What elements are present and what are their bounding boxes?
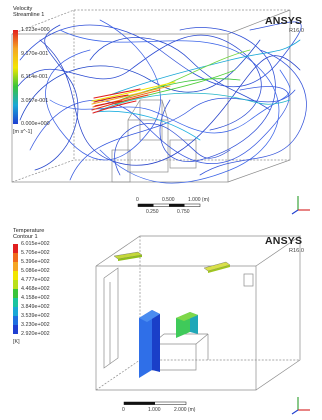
ansys-logo: ANSYS	[265, 15, 303, 27]
legend-variable: Velocity	[13, 6, 33, 12]
scale-label: 1.000 (m)	[188, 197, 210, 203]
scale-label: 2.000 (m)	[174, 407, 196, 413]
legend-tick: 3.539e+002	[21, 313, 50, 319]
heat-source-cube	[176, 312, 198, 338]
temperature-colorbar	[13, 244, 18, 334]
legend-tick: 0.000e+000	[21, 121, 50, 127]
legend-tick: 3.230e+002	[21, 322, 50, 328]
legend-tick: 4.468e+002	[21, 286, 50, 292]
legend-title: Temperature Contour 1	[13, 228, 44, 241]
legend-unit: [K]	[13, 339, 20, 345]
ansys-logo: ANSYS	[265, 235, 303, 247]
contour-scene	[95, 235, 310, 415]
scale-label: 0.500	[162, 197, 175, 203]
scale-label: 0	[122, 407, 125, 413]
legend-tick: 3.849e+002	[21, 304, 50, 310]
legend-unit: [m s^-1]	[13, 129, 33, 135]
legend-tick: 1.223e+000	[21, 27, 50, 33]
streamlines-slow	[14, 19, 307, 184]
streamlines-medium	[94, 39, 301, 141]
velocity-streamline-view: Velocity Streamline 1 1.223e+000 9.170e-…	[11, 6, 310, 215]
scale-label: 0.750	[177, 209, 190, 215]
legend-object: Streamline 1	[13, 12, 45, 19]
scale-label: 0.250	[146, 209, 159, 215]
legend-tick: 5.705e+002	[21, 250, 50, 256]
scale-label: 1.000	[148, 407, 161, 413]
axis-triad-bottom	[291, 397, 310, 415]
axis-triad-top	[291, 196, 310, 215]
legend-tick: 6.114e-001	[21, 74, 48, 80]
ceiling-vent-right	[203, 261, 231, 273]
velocity-colorbar	[13, 30, 18, 124]
legend-variable: Temperature	[13, 228, 45, 234]
scale-bar-bottom	[123, 401, 187, 405]
ceiling-vent-left	[113, 251, 143, 261]
temperature-contour-view: Temperature Contour 1 6.015e+002 5.705e+…	[0, 222, 322, 420]
legend-object: Contour 1	[13, 234, 38, 241]
legend-title: Velocity Streamline 1	[13, 6, 44, 19]
legend-tick: 6.015e+002	[21, 241, 50, 247]
legend-tick: 9.170e-001	[21, 50, 49, 57]
version-label: R16.0	[289, 28, 304, 34]
scale-label: 0	[136, 197, 139, 203]
streamline-scene	[11, 9, 310, 215]
legend-tick: 4.158e+002	[21, 295, 50, 301]
legend-tick: 3.057e-001	[21, 97, 49, 104]
heat-source-tall	[139, 310, 160, 378]
legend-tick: 4.777e+002	[21, 277, 50, 283]
legend-tick: 5.396e+002	[21, 259, 50, 265]
legend-tick: 2.920e+002	[21, 331, 50, 337]
scale-bar-top	[137, 203, 201, 207]
streamlines-jet	[91, 81, 176, 114]
version-label: R16.0	[289, 248, 304, 254]
legend-tick: 5.086e+002	[21, 268, 50, 274]
